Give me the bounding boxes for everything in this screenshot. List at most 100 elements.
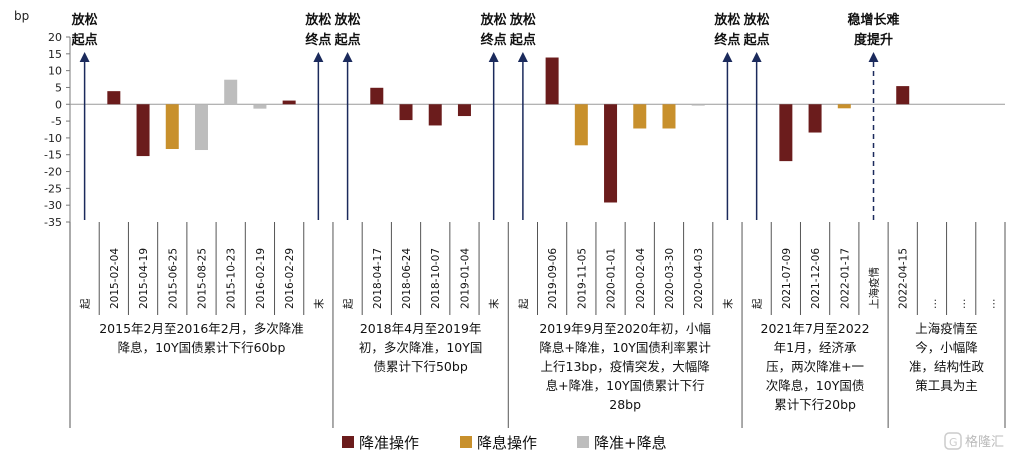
period-description-line: 2018年4月至2019年 <box>360 321 482 336</box>
period-description: 2021年7月至2022 年1月，经济承压，两次降准+一次降息，10Y国债累计下行… <box>761 321 870 412</box>
annotation-text: 放松 <box>334 12 361 28</box>
period-description-line: 债累计下行50bp <box>373 359 467 374</box>
bar <box>896 86 910 105</box>
legend-label: 降息操作 <box>477 434 537 452</box>
bar <box>837 104 851 109</box>
annotation-text: 终点 <box>714 32 740 48</box>
bar <box>282 100 296 105</box>
y-tick-label: -25 <box>44 182 62 195</box>
category-label: 2022-04-15 <box>898 248 910 309</box>
annotation-text: 终点 <box>305 32 331 48</box>
category-label: 2019-01-04 <box>459 248 471 309</box>
legend-item: 降息操作 <box>460 434 537 452</box>
category-label: 2021-07-09 <box>781 248 793 309</box>
period-description-line: 息+降准，10Y国债累计下行 <box>546 378 705 393</box>
category-label: … <box>956 299 968 310</box>
period-description-line: 年1月，经济承 <box>774 340 857 355</box>
y-tick-label: 10 <box>48 65 62 78</box>
category-label: 末 <box>312 298 325 309</box>
period-description-line: 上海疫情至 <box>915 321 978 336</box>
category-label: 2018-10-07 <box>430 248 442 309</box>
annotation-text: 放松 <box>509 12 536 28</box>
category-label: … <box>927 299 939 310</box>
period-description-line: 累计下行20bp <box>774 397 856 412</box>
y-tick-label: -30 <box>44 199 62 212</box>
legend-swatch <box>577 436 589 448</box>
category-label: 2015-02-04 <box>109 248 121 309</box>
legend-label: 降准+降息 <box>594 434 667 452</box>
watermark-text: 格隆汇 <box>965 434 1004 450</box>
category-label: 2020-01-01 <box>606 248 618 309</box>
bar <box>399 104 413 121</box>
legend-item: 降准操作 <box>342 434 419 452</box>
y-tick-label: -10 <box>44 132 62 145</box>
category-label: 2021-12-06 <box>810 248 822 309</box>
annotation-text: 度提升 <box>854 32 893 48</box>
category-label: 2020-02-04 <box>635 248 647 309</box>
bar <box>194 104 208 151</box>
period-description-line: 2015年2月至2016年2月，多次降准 <box>99 321 304 336</box>
legend-label: 降准操作 <box>359 434 419 452</box>
period-description-line: 准，结构性政 <box>909 359 985 374</box>
watermark-logo-icon: G <box>944 432 962 450</box>
bar <box>224 79 238 105</box>
category-label: 末 <box>488 298 501 309</box>
legend-item: 降准+降息 <box>577 434 667 452</box>
category-table: 起 2015-02-04 2015-04-19 2015-06-25 2015-08-2… <box>69 222 1006 428</box>
category-label: 2018-06-24 <box>401 248 413 309</box>
category-label: 2015-08-25 <box>196 248 208 309</box>
y-tick-label: 0 <box>55 98 62 111</box>
watermark: G 格隆汇 <box>944 432 1004 450</box>
category-label: 2020-04-03 <box>693 248 705 309</box>
annotation-text: 起点 <box>509 32 536 48</box>
period-description-line: 压，两次降准+一 <box>766 359 864 374</box>
category-label: 2022-01-17 <box>839 248 851 309</box>
bar <box>457 104 471 117</box>
y-tick-label: -15 <box>44 149 62 162</box>
bar <box>428 104 442 126</box>
period-description-line: 降息，10Y国债累计下行60bp <box>118 340 286 355</box>
legend-swatch <box>342 436 354 448</box>
y-tick-label: 20 <box>48 31 62 44</box>
annotation-text: 放松 <box>743 12 770 28</box>
annotation-text: 终点 <box>481 32 507 48</box>
bar <box>691 104 705 106</box>
bar <box>808 104 822 133</box>
category-label: … <box>985 299 997 310</box>
annotation-text: 起点 <box>71 32 98 48</box>
annotation-text: 放松 <box>713 12 740 28</box>
category-label: 起 <box>343 298 355 309</box>
legend-swatch <box>460 436 472 448</box>
bar <box>253 104 267 109</box>
bar <box>370 87 384 105</box>
category-label: 2019-11-05 <box>576 248 588 309</box>
bar <box>633 104 647 129</box>
category-label: 起 <box>518 298 530 309</box>
bars <box>107 57 910 203</box>
y-tick-label: -35 <box>44 216 62 229</box>
category-label: 上海疫情 <box>868 267 881 309</box>
bar <box>136 104 150 157</box>
period-description-line: 上行13bp，疫情突发，大幅降 <box>541 359 711 374</box>
category-label: 2020-03-30 <box>664 248 676 309</box>
period-description-line: 28bp <box>609 397 641 412</box>
period-description-line: 今，小幅降 <box>915 340 978 355</box>
category-label: 末 <box>721 298 734 309</box>
y-tick-label: -20 <box>44 166 62 179</box>
y-tick-label: 5 <box>55 81 62 94</box>
category-label: 2018-04-17 <box>372 248 384 309</box>
annotation-text: 放松 <box>480 12 507 28</box>
category-label: 起 <box>752 298 764 309</box>
y-tick-label: 15 <box>48 48 62 61</box>
annotation-text: 起点 <box>743 32 770 48</box>
period-description: 2019年9月至2020年初，小幅降息+降准，10Y国债利率累计上行13bp，疫… <box>539 321 711 412</box>
